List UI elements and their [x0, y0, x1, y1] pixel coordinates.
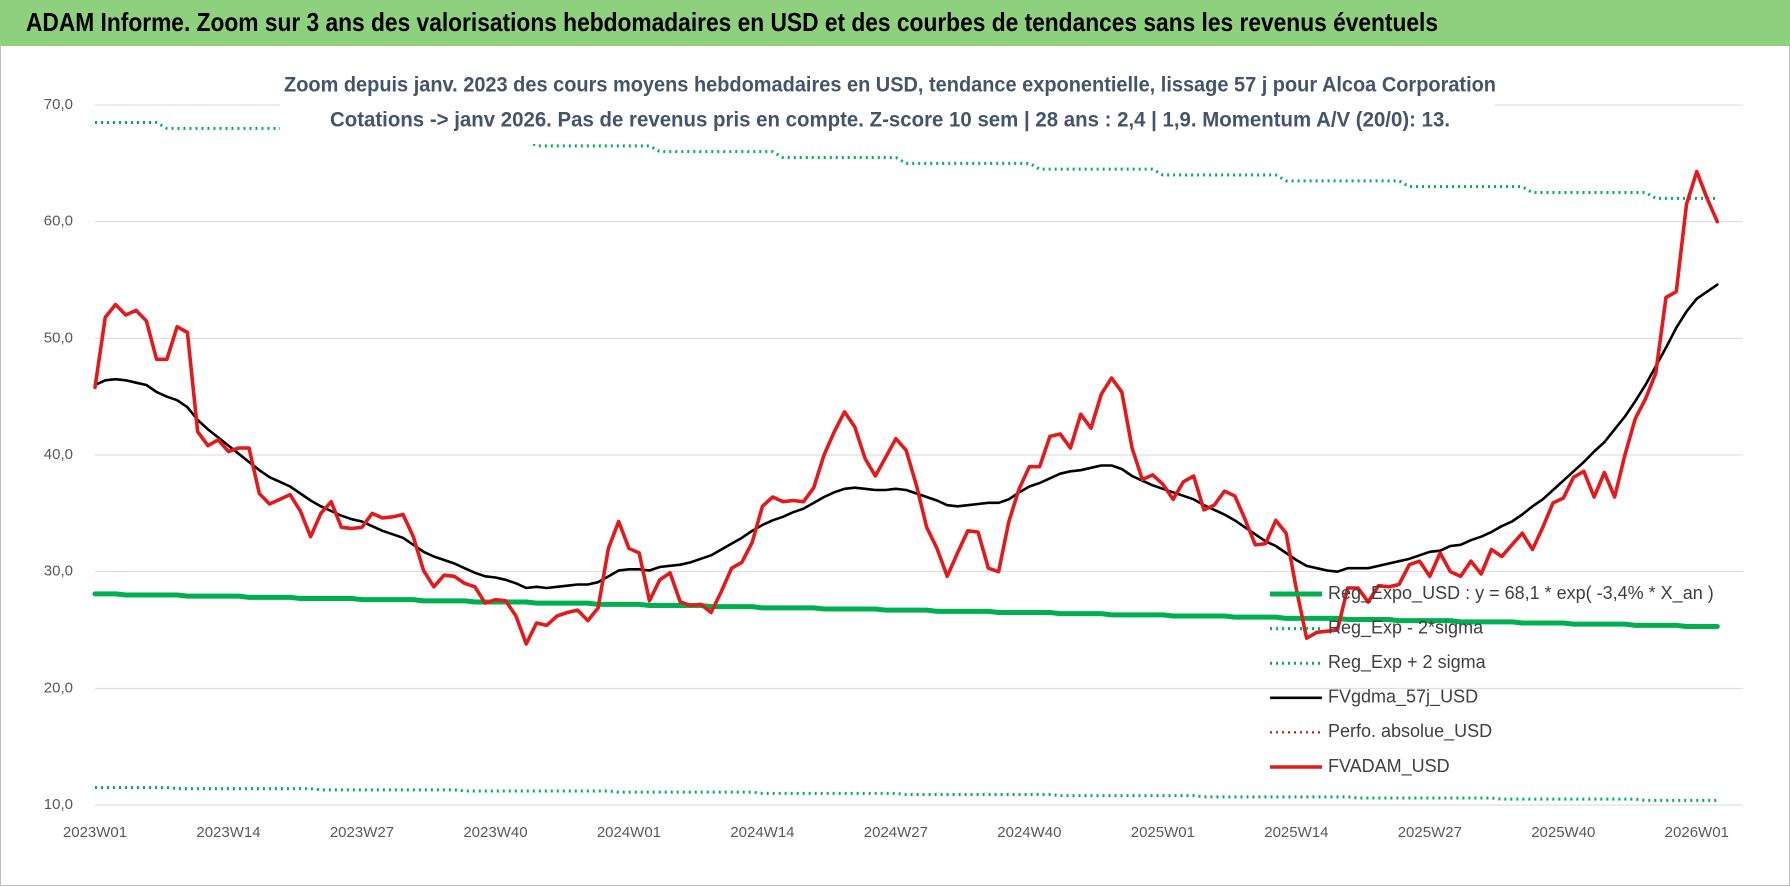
x-tick-label: 2025W01 — [1131, 824, 1195, 841]
x-tick-label: 2025W14 — [1264, 824, 1328, 841]
legend-label: FVgdma_57j_USD — [1328, 687, 1478, 708]
series-line — [93, 169, 1720, 646]
x-tick-label: 2026W01 — [1665, 824, 1729, 841]
series-line — [95, 786, 1718, 802]
x-tick-label: 2023W14 — [196, 824, 260, 841]
chart-title: ADAM Informe. Zoom sur 3 ans des valoris… — [26, 7, 1438, 37]
title-bar — [0, 0, 1790, 46]
subtitle-box — [280, 66, 1495, 144]
x-tick-label: 2024W01 — [597, 824, 661, 841]
x-tick-label: 2023W27 — [330, 824, 394, 841]
y-tick-label: 20,0 — [44, 679, 73, 696]
y-tick-label: 50,0 — [44, 329, 73, 346]
y-tick-label: 40,0 — [44, 446, 73, 463]
subtitle: Cotations -> janv 2026. Pas de revenus p… — [330, 109, 1450, 132]
x-tick-label: 2025W40 — [1531, 824, 1595, 841]
x-tick-label: 2024W27 — [864, 824, 928, 841]
series-line — [95, 121, 1718, 200]
y-tick-label: 70,0 — [44, 96, 73, 113]
legend-label: FVADAM_USD — [1328, 756, 1450, 777]
x-tick-label: 2023W01 — [63, 824, 127, 841]
x-tick-label: 2023W40 — [463, 824, 527, 841]
y-tick-label: 30,0 — [44, 563, 73, 580]
legend: Reg_Expo_USD : y = 68,1 * exp( -3,4% * X… — [1270, 583, 1714, 777]
plot-area: 10,0 20,0 30,0 40,0 50,0 60,0 70,0 2023W01 2023W… — [44, 96, 1743, 841]
legend-label: Reg_Expo_USD : y = 68,1 * exp( -3,4% * X… — [1328, 583, 1714, 604]
y-tick-label: 60,0 — [44, 213, 73, 230]
x-tick-label: 2024W14 — [730, 824, 794, 841]
subtitle: Zoom depuis janv. 2023 des cours moyens … — [284, 74, 1496, 97]
series-line — [92, 591, 1720, 629]
y-tick-label: 10,0 — [44, 796, 73, 813]
x-tick-label: 2025W27 — [1398, 824, 1462, 841]
x-tick-label: 2024W40 — [997, 824, 1061, 841]
legend-label: Perfo. absolue_USD — [1328, 721, 1492, 742]
legend-label: Reg_Exp - 2*sigma — [1328, 617, 1484, 638]
legend-label: Reg_Exp + 2 sigma — [1328, 652, 1487, 673]
